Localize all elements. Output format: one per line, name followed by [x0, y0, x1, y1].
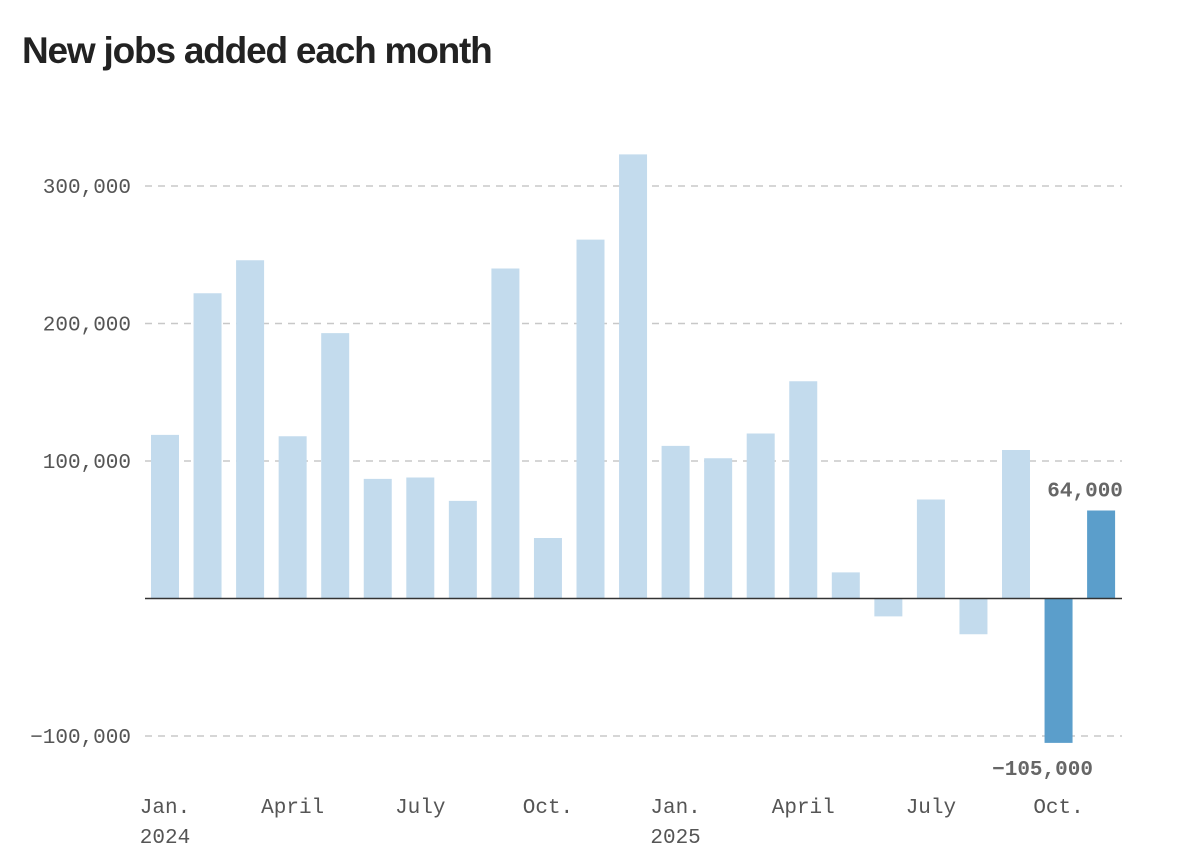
x-tick-label: Oct.: [1033, 797, 1083, 820]
axis-layer: 300,000 200,000 100,000 −100,000 Jan. 2024 Apr…: [30, 177, 1122, 850]
label-layer: 64,000 −105,000: [992, 481, 1123, 782]
bar: [491, 268, 520, 599]
bar: [406, 477, 435, 599]
data-label: 64,000: [1047, 481, 1123, 504]
x-tick-label: April: [261, 797, 324, 820]
bar: [363, 478, 392, 599]
bar: [1002, 450, 1030, 599]
x-tick-year-label: 2024: [140, 827, 190, 850]
bar-layer: [151, 154, 1116, 743]
chart-title: New jobs added each month: [22, 30, 493, 71]
bar: [321, 333, 350, 599]
bar: [619, 154, 648, 599]
bar: [278, 436, 307, 599]
x-tick-label: July: [395, 797, 445, 820]
y-tick-label: 100,000: [43, 452, 131, 475]
bar: [831, 572, 860, 599]
bar: [916, 499, 945, 599]
bar: [576, 239, 605, 599]
bar: [193, 293, 222, 599]
x-tick-label: Jan.: [140, 797, 190, 820]
grid-layer: [145, 185, 1122, 737]
x-tick-label: Oct.: [523, 797, 573, 820]
x-tick-year-label: 2025: [650, 827, 700, 850]
y-tick-label: 200,000: [43, 315, 131, 338]
bar-highlighted: [1087, 510, 1116, 599]
x-tick-label: July: [906, 797, 956, 820]
bar-highlighted: [1044, 598, 1073, 743]
x-tick-label: Jan.: [650, 797, 700, 820]
bar: [661, 445, 690, 599]
bar: [704, 458, 733, 599]
bar: [533, 538, 562, 599]
y-tick-label: 300,000: [43, 177, 131, 200]
bar: [448, 500, 477, 599]
bar: [746, 433, 775, 599]
bar: [789, 381, 818, 599]
data-label: −105,000: [992, 759, 1093, 782]
bar: [874, 598, 903, 617]
bar: [959, 598, 988, 635]
bar: [151, 434, 179, 599]
y-tick-label: −100,000: [30, 727, 131, 750]
x-tick-label: April: [772, 797, 835, 820]
bar: [236, 260, 265, 599]
